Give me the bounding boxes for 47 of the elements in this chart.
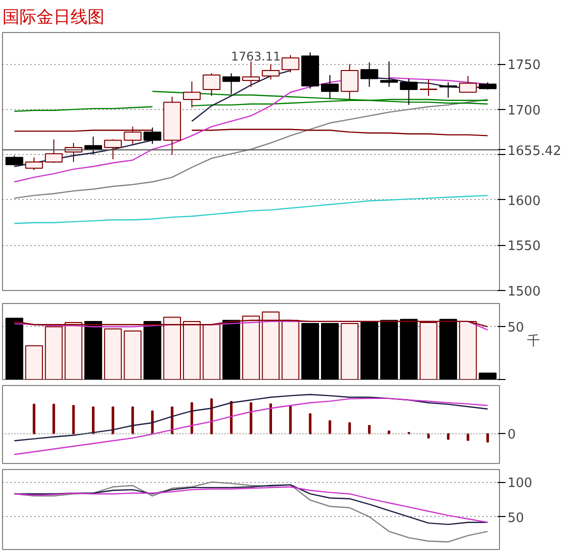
bar xyxy=(400,318,418,380)
candlestick xyxy=(5,155,24,166)
candlestick xyxy=(242,60,260,88)
bar xyxy=(222,320,240,380)
candlestick xyxy=(144,127,162,144)
candlestick xyxy=(360,62,378,88)
y-tick-label: 1750 xyxy=(508,58,541,74)
candlestick xyxy=(439,82,458,98)
y-tick-label: 1700 xyxy=(508,103,541,118)
line-series xyxy=(14,98,488,199)
bar xyxy=(84,320,102,380)
y-tick-label: 50 xyxy=(508,320,524,336)
y-axis-title: 千 xyxy=(527,334,540,349)
candlestick xyxy=(380,60,398,88)
candlestick xyxy=(459,75,477,93)
bar xyxy=(301,323,320,380)
bar xyxy=(380,320,398,380)
candlestick xyxy=(104,138,122,160)
candlestick xyxy=(25,156,43,171)
candlestick xyxy=(182,80,201,108)
y-tick-label: 1550 xyxy=(508,239,541,254)
y-tick-label: 1500 xyxy=(508,284,541,300)
bar xyxy=(124,330,142,380)
candlestick xyxy=(420,79,438,96)
bar xyxy=(144,320,162,380)
candlestick xyxy=(222,72,240,95)
candlestick xyxy=(321,74,339,100)
candlestick xyxy=(400,78,418,106)
y-tick-label: 100 xyxy=(508,476,532,492)
ref-line-label: 1655.42 xyxy=(508,144,562,159)
y-tick-label: 50 xyxy=(508,510,524,526)
candlestick xyxy=(340,64,358,100)
chart-title: 国际金日线图 xyxy=(2,8,104,28)
line-series xyxy=(14,194,488,224)
bar xyxy=(439,318,458,380)
bar xyxy=(104,328,122,380)
candlestick xyxy=(44,138,63,164)
bar xyxy=(360,322,378,380)
bar xyxy=(25,345,43,380)
y-tick-label: 1600 xyxy=(508,194,541,209)
candlestick xyxy=(262,64,280,80)
candlestick xyxy=(282,54,300,73)
ref-line-label: 0 xyxy=(508,428,516,443)
annotation: 1763.11 xyxy=(230,49,281,64)
bar xyxy=(321,323,339,380)
candlestick xyxy=(202,72,220,96)
bar xyxy=(5,318,24,380)
